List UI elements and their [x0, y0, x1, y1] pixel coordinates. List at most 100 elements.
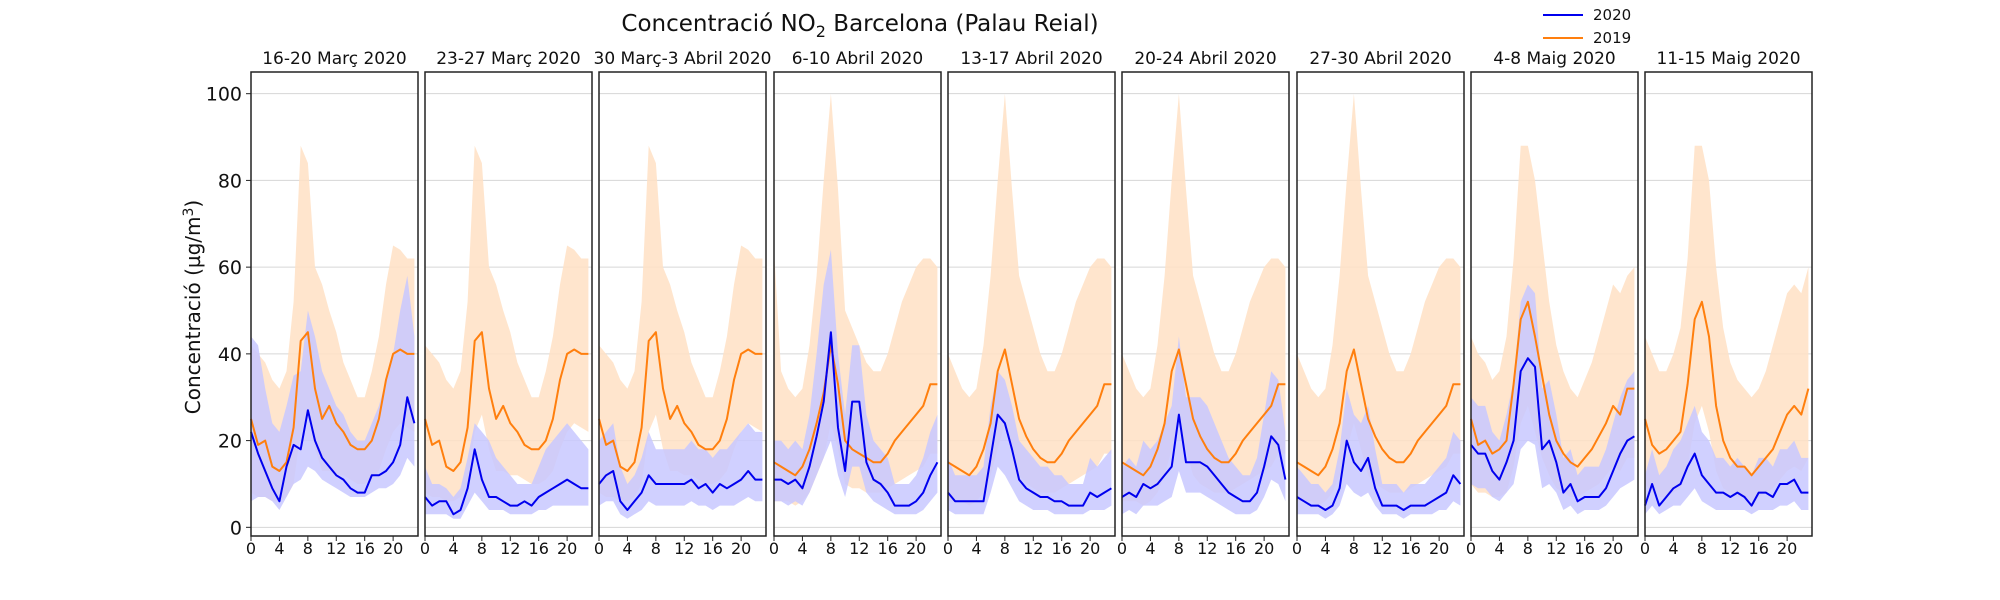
x-tick-label: 0: [1466, 539, 1476, 558]
band-2020: [1471, 284, 1635, 515]
x-tick-label: 20: [557, 539, 577, 558]
x-tick-label: 4: [448, 539, 458, 558]
x-tick-label: 8: [477, 539, 487, 558]
x-tick-label: 8: [651, 539, 661, 558]
x-tick-label: 8: [1349, 539, 1359, 558]
x-tick-label: 12: [500, 539, 520, 558]
panel-frame: [250, 71, 419, 537]
panel-2: 23-27 Març 2020 0 4 8 12 16 20: [420, 49, 593, 558]
panel-frame: [773, 71, 942, 537]
panel-8: 4-8 Maig 2020 0 4 8 12 16 20: [1466, 49, 1639, 558]
x-tick-label: 12: [326, 539, 346, 558]
x-tick-label: 16: [878, 539, 898, 558]
panel-5: 13-17 Abril 2020 0 4 8 12 16 20: [943, 49, 1116, 558]
series-line-2019: [598, 331, 763, 472]
x-tick-label: 4: [274, 539, 284, 558]
panel-frame: [1296, 71, 1465, 537]
x-tick-label: 16: [703, 539, 723, 558]
y-axis-label: Concentració (µg/m3): [181, 200, 205, 415]
band-2019: [599, 145, 763, 502]
x-tick-label: 4: [971, 539, 981, 558]
x-tick-label: 20: [1254, 539, 1274, 558]
panel-title: 27-30 Abril 2020: [1309, 49, 1451, 69]
x-tick-label: 0: [420, 539, 430, 558]
x-tick-label: 4: [1494, 539, 1504, 558]
band-2019: [1645, 145, 1809, 502]
series-line-2020: [947, 413, 1112, 507]
x-tick-label: 16: [529, 539, 549, 558]
x-tick-label: 20: [731, 539, 751, 558]
band-2019: [948, 93, 1112, 506]
x-tick-label: 0: [769, 539, 779, 558]
band-2020: [774, 249, 938, 515]
x-tick-label: 12: [1720, 539, 1740, 558]
x-tick-label: 8: [826, 539, 836, 558]
y-tick-label: 80: [218, 170, 242, 192]
x-tick-label: 12: [1023, 539, 1043, 558]
band-2020: [1297, 388, 1461, 519]
series-line-2020: [1470, 357, 1635, 503]
panel-title: 13-17 Abril 2020: [960, 49, 1102, 69]
y-tick-label: 40: [218, 344, 242, 366]
panel-title: 23-27 Març 2020: [436, 49, 581, 69]
panel-frame: [424, 71, 593, 537]
y-tick-label: 0: [230, 517, 242, 539]
panel-frame: [598, 71, 767, 537]
legend: 2020 2019: [1543, 6, 1631, 47]
x-tick-label: 0: [1117, 539, 1127, 558]
x-tick-label: 12: [1197, 539, 1217, 558]
x-tick-label: 0: [1640, 539, 1650, 558]
x-tick-label: 20: [906, 539, 926, 558]
series-line-2019: [1296, 348, 1461, 477]
y-tick-label: 20: [218, 431, 242, 453]
y-tick-label: 100: [206, 84, 242, 106]
series-line-2019: [947, 348, 1112, 477]
x-tick-label: 20: [1429, 539, 1449, 558]
x-tick-label: 4: [1145, 539, 1155, 558]
band-2019: [1297, 93, 1461, 506]
series-line-2020: [1644, 452, 1809, 507]
x-tick-label: 16: [1749, 539, 1769, 558]
panel-title: 20-24 Abril 2020: [1134, 49, 1276, 69]
panel-frame: [1470, 71, 1639, 537]
legend-label-2020: 2020: [1593, 6, 1631, 24]
x-tick-label: 16: [355, 539, 375, 558]
panel-3: 30 Març-3 Abril 2020 0 4 8 12 16 20: [594, 49, 772, 558]
band-2019: [425, 145, 589, 502]
x-tick-label: 16: [1575, 539, 1595, 558]
panel-frame: [1121, 71, 1290, 537]
series-line-2019: [1644, 300, 1810, 477]
panel-7: 27-30 Abril 2020 0 4 8 12 16 20: [1292, 49, 1465, 558]
series-line-2020: [774, 331, 939, 507]
x-tick-label: 4: [1320, 539, 1330, 558]
x-tick-label: 20: [1777, 539, 1797, 558]
x-tick-label: 20: [1603, 539, 1623, 558]
x-tick-label: 4: [1668, 539, 1678, 558]
chart-title: Concentració NO2 Barcelona (Palau Reial): [621, 11, 1098, 41]
x-tick-label: 16: [1226, 539, 1246, 558]
x-tick-label: 16: [1401, 539, 1421, 558]
y-tick-label: 60: [218, 257, 242, 279]
series-line-2019: [1470, 300, 1635, 468]
x-tick-label: 4: [622, 539, 632, 558]
series-line-2020: [250, 396, 416, 503]
panel-4: 6-10 Abril 2020 0 4 8 12 16 20: [769, 49, 942, 558]
x-tick-label: 8: [1523, 539, 1533, 558]
x-tick-label: 12: [674, 539, 694, 558]
series-line-2020: [598, 470, 763, 511]
x-tick-label: 20: [383, 539, 403, 558]
x-tick-label: 12: [1546, 539, 1566, 558]
band-2020: [1122, 336, 1286, 515]
band-2019: [1122, 93, 1286, 506]
panel-frame: [947, 71, 1116, 537]
x-tick-label: 12: [1372, 539, 1392, 558]
x-tick-label: 20: [1080, 539, 1100, 558]
x-tick-label: 8: [1000, 539, 1010, 558]
panel-frame: [1644, 71, 1813, 537]
band-2020: [948, 371, 1112, 515]
series-line-2019: [424, 331, 589, 472]
x-tick-label: 4: [797, 539, 807, 558]
x-tick-label: 0: [943, 539, 953, 558]
